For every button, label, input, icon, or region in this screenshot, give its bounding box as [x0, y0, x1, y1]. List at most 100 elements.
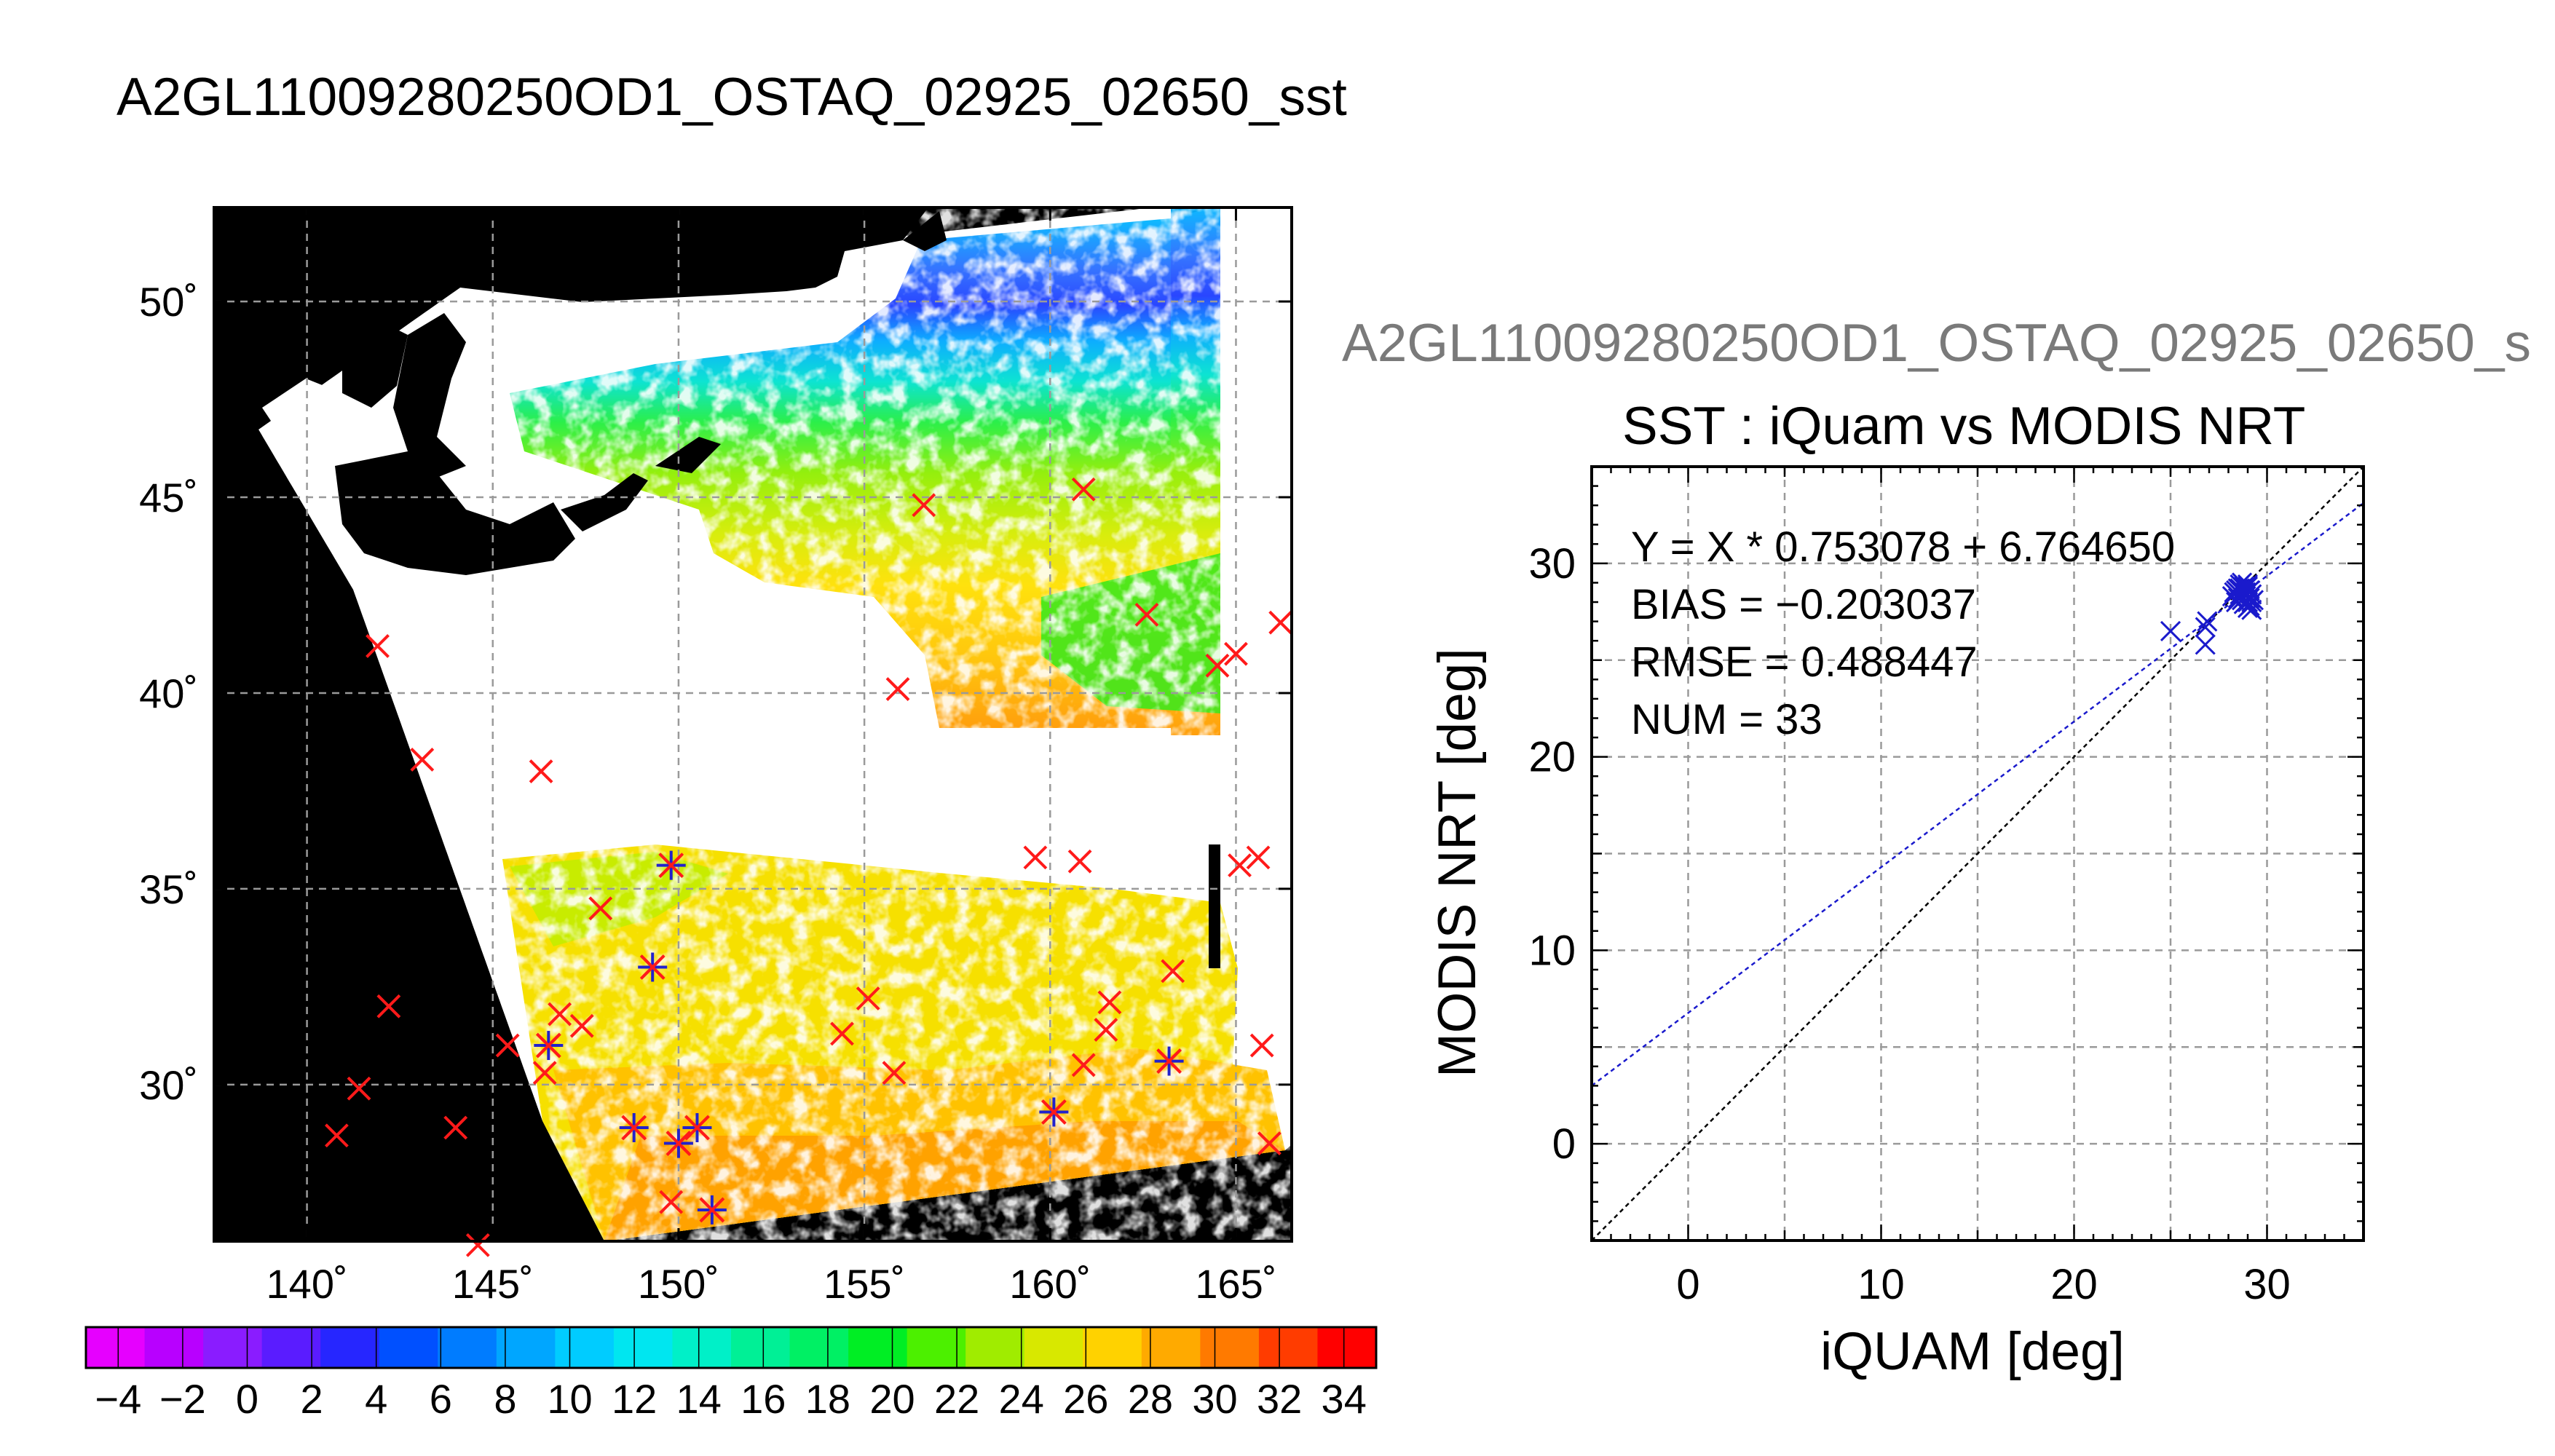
matched-cross — [639, 954, 666, 980]
matched-marker — [638, 952, 668, 982]
buoy-marker — [347, 1076, 371, 1101]
buoy-marker — [912, 493, 936, 518]
scatter-x-ticks: 0 10 20 30 — [1590, 467, 2365, 1308]
scatter-x-tick-label: 20 — [2050, 1261, 2098, 1308]
buoy-marker — [1246, 845, 1271, 870]
buoy-marker — [410, 747, 435, 772]
matched-cross — [535, 1032, 561, 1059]
buoy-marker — [495, 1033, 520, 1058]
land-masses — [214, 207, 1220, 1241]
colorbar-cell — [672, 1327, 732, 1368]
scatter-x-tick-label: 30 — [2243, 1261, 2291, 1308]
scatter-point — [2195, 634, 2216, 655]
map-x-tick-label: 140˚ — [266, 1261, 348, 1307]
count-stat: NUM = 33 — [1631, 696, 1823, 743]
scatter-points — [2160, 572, 2264, 655]
matched-marker — [1154, 1046, 1184, 1076]
scatter-point — [2195, 617, 2216, 638]
one-to-one-line — [1592, 467, 2364, 1241]
colorbar-cell — [789, 1327, 849, 1368]
scatter-y-ticks: 0 10 20 30 — [1528, 465, 2364, 1242]
colorbar: −4 −2 0 2 4 6 8 10 12 14 16 18 20 22 24 26 28 30 32 34 — [84, 1326, 1378, 1422]
colorbar-cell — [907, 1327, 966, 1368]
colorbar-label: 10 — [547, 1376, 592, 1422]
matched-marker — [697, 1195, 727, 1224]
buoy-marker — [465, 1233, 490, 1257]
colorbar-cell — [320, 1327, 380, 1368]
buoy-marker — [1071, 477, 1096, 502]
scatter-y-tick-label: 20 — [1528, 734, 1576, 781]
colorbar-label: 22 — [934, 1376, 979, 1422]
map-x-ticks: 140˚ 145˚ 150˚ 155˚ 160˚ 165˚ — [266, 207, 1276, 1307]
colorbar-cell — [1141, 1327, 1201, 1368]
map-y-tick-label: 30˚ — [139, 1062, 198, 1108]
colorbar-label: −2 — [159, 1376, 206, 1422]
colorbar-label: 16 — [741, 1376, 786, 1422]
colorbar-label: 28 — [1128, 1376, 1173, 1422]
colorbar-cell — [438, 1327, 497, 1368]
scatter-y-tick-label: 30 — [1528, 540, 1576, 587]
buoy-marker — [830, 1021, 854, 1046]
scatter-point — [2160, 620, 2181, 641]
buoy-marker — [366, 634, 390, 658]
colorbar-label: 18 — [805, 1376, 850, 1422]
matched-cross — [699, 1197, 725, 1223]
matched-cross — [1040, 1099, 1067, 1125]
colorbar-cells — [86, 1327, 1377, 1368]
sst-scatter-panel: 0 10 20 30 0 10 20 30 — [1528, 465, 2365, 1308]
buoy-marker — [1228, 853, 1252, 878]
colorbar-cell — [848, 1327, 908, 1368]
scatter-y-label: MODIS NRT [deg] — [1428, 648, 1487, 1077]
matched-marker — [682, 1113, 712, 1143]
colorbar-cell — [1200, 1327, 1260, 1368]
scatter-x-label: iQUAM [deg] — [1820, 1322, 2125, 1381]
colorbar-cell — [203, 1327, 263, 1368]
rmse-stat: RMSE = 0.488447 — [1631, 638, 1978, 686]
buoy-marker — [882, 1061, 907, 1085]
map-y-tick-label: 45˚ — [139, 475, 198, 521]
buoy-marker — [1023, 845, 1048, 870]
figure-title: A2GL11009280250OD1_OSTAQ_02925_02650_sst — [117, 68, 1347, 127]
regression-line — [1592, 502, 2364, 1087]
colorbar-label: 0 — [236, 1376, 258, 1422]
colorbar-cell — [86, 1327, 146, 1368]
coast-patches — [262, 298, 510, 451]
map-x-tick-label: 160˚ — [1009, 1261, 1091, 1307]
bias-stat: BIAS = −0.203037 — [1631, 581, 1977, 628]
buoy-marker — [1161, 959, 1185, 984]
colorbar-cell — [144, 1327, 204, 1368]
colorbar-label: 24 — [999, 1376, 1044, 1422]
buoy-marker — [1205, 653, 1230, 678]
map-frame — [213, 206, 1293, 1243]
map-x-tick-label: 165˚ — [1195, 1261, 1276, 1307]
fit-equation: Y = X * 0.753078 + 6.764650 — [1631, 523, 2176, 571]
buoy-marker — [443, 1115, 468, 1140]
buoy-marker — [569, 1013, 594, 1038]
matched-markers — [534, 850, 1184, 1224]
map-y-tick-label: 50˚ — [139, 279, 198, 325]
scatter-title: SST : iQuam vs MODIS NRT — [1622, 397, 2306, 456]
scatter-y-tick-label: 0 — [1552, 1120, 1576, 1168]
colorbar-label: 20 — [869, 1376, 915, 1422]
colorbar-cell — [379, 1327, 438, 1368]
colorbar-label: 2 — [301, 1376, 323, 1422]
buoy-marker — [1067, 849, 1092, 874]
colorbar-cell — [965, 1327, 1025, 1368]
buoy-marker — [1071, 1053, 1096, 1077]
colorbar-cell — [1083, 1327, 1142, 1368]
buoy-marker — [1224, 641, 1248, 666]
colorbar-label: 26 — [1063, 1376, 1108, 1422]
map-y-tick-label: 40˚ — [139, 670, 198, 716]
colorbar-label: 4 — [365, 1376, 387, 1422]
scatter-point — [2197, 611, 2218, 632]
buoy-marker — [1268, 610, 1293, 635]
map-x-tick-label: 150˚ — [638, 1261, 719, 1307]
map-x-tick-label: 155˚ — [824, 1261, 905, 1307]
scatter-x-tick-label: 10 — [1857, 1261, 1905, 1308]
colorbar-cell — [1317, 1327, 1377, 1368]
matched-marker — [656, 850, 686, 880]
buoy-marker — [1134, 602, 1159, 627]
matched-marker — [663, 1128, 693, 1158]
scatter-point — [2231, 572, 2253, 593]
colorbar-label: −4 — [95, 1376, 141, 1422]
